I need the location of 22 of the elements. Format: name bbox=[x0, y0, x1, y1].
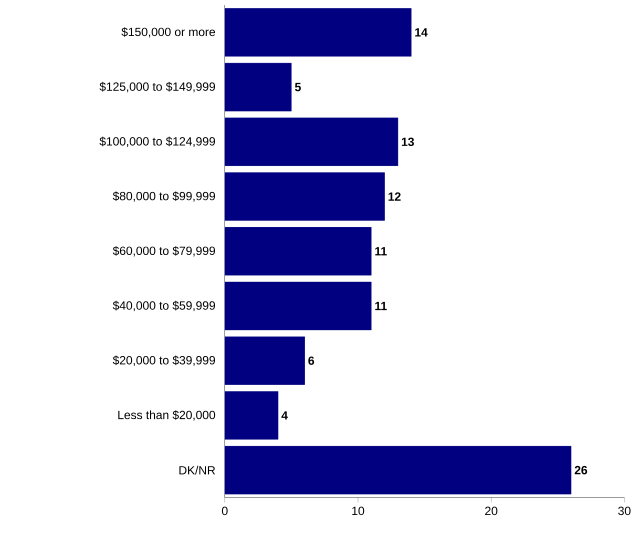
data-label: 6 bbox=[308, 356, 314, 365]
data-label: 11 bbox=[375, 302, 387, 310]
y-tick-label: $100,000 to $124,999 bbox=[100, 136, 216, 147]
data-label: 4 bbox=[281, 411, 288, 420]
x-tick-label: 0 bbox=[222, 506, 228, 515]
y-tick-label: $60,000 to $79,999 bbox=[112, 246, 216, 256]
data-label: 26 bbox=[574, 466, 588, 474]
y-tick-label: $80,000 to $99,999 bbox=[112, 191, 216, 202]
data-label: 14 bbox=[415, 28, 428, 36]
x-tick-label: 20 bbox=[485, 506, 498, 515]
y-tick-label: $125,000 to $149,999 bbox=[100, 82, 216, 92]
y-tick-label: DK/NR bbox=[179, 466, 216, 474]
y-tick-label: Less than $20,000 bbox=[118, 410, 216, 420]
y-tick-label: $40,000 to $59,999 bbox=[112, 300, 216, 311]
data-label: 11 bbox=[375, 246, 387, 256]
data-label: 13 bbox=[402, 137, 414, 146]
y-tick-label: $20,000 to $39,999 bbox=[112, 355, 216, 366]
x-tick-label: 30 bbox=[618, 506, 631, 515]
data-label: 12 bbox=[388, 192, 401, 200]
y-tick-label: $150,000 or more bbox=[121, 26, 216, 38]
x-tick-label: 10 bbox=[352, 506, 364, 515]
data-label: 5 bbox=[294, 82, 301, 92]
